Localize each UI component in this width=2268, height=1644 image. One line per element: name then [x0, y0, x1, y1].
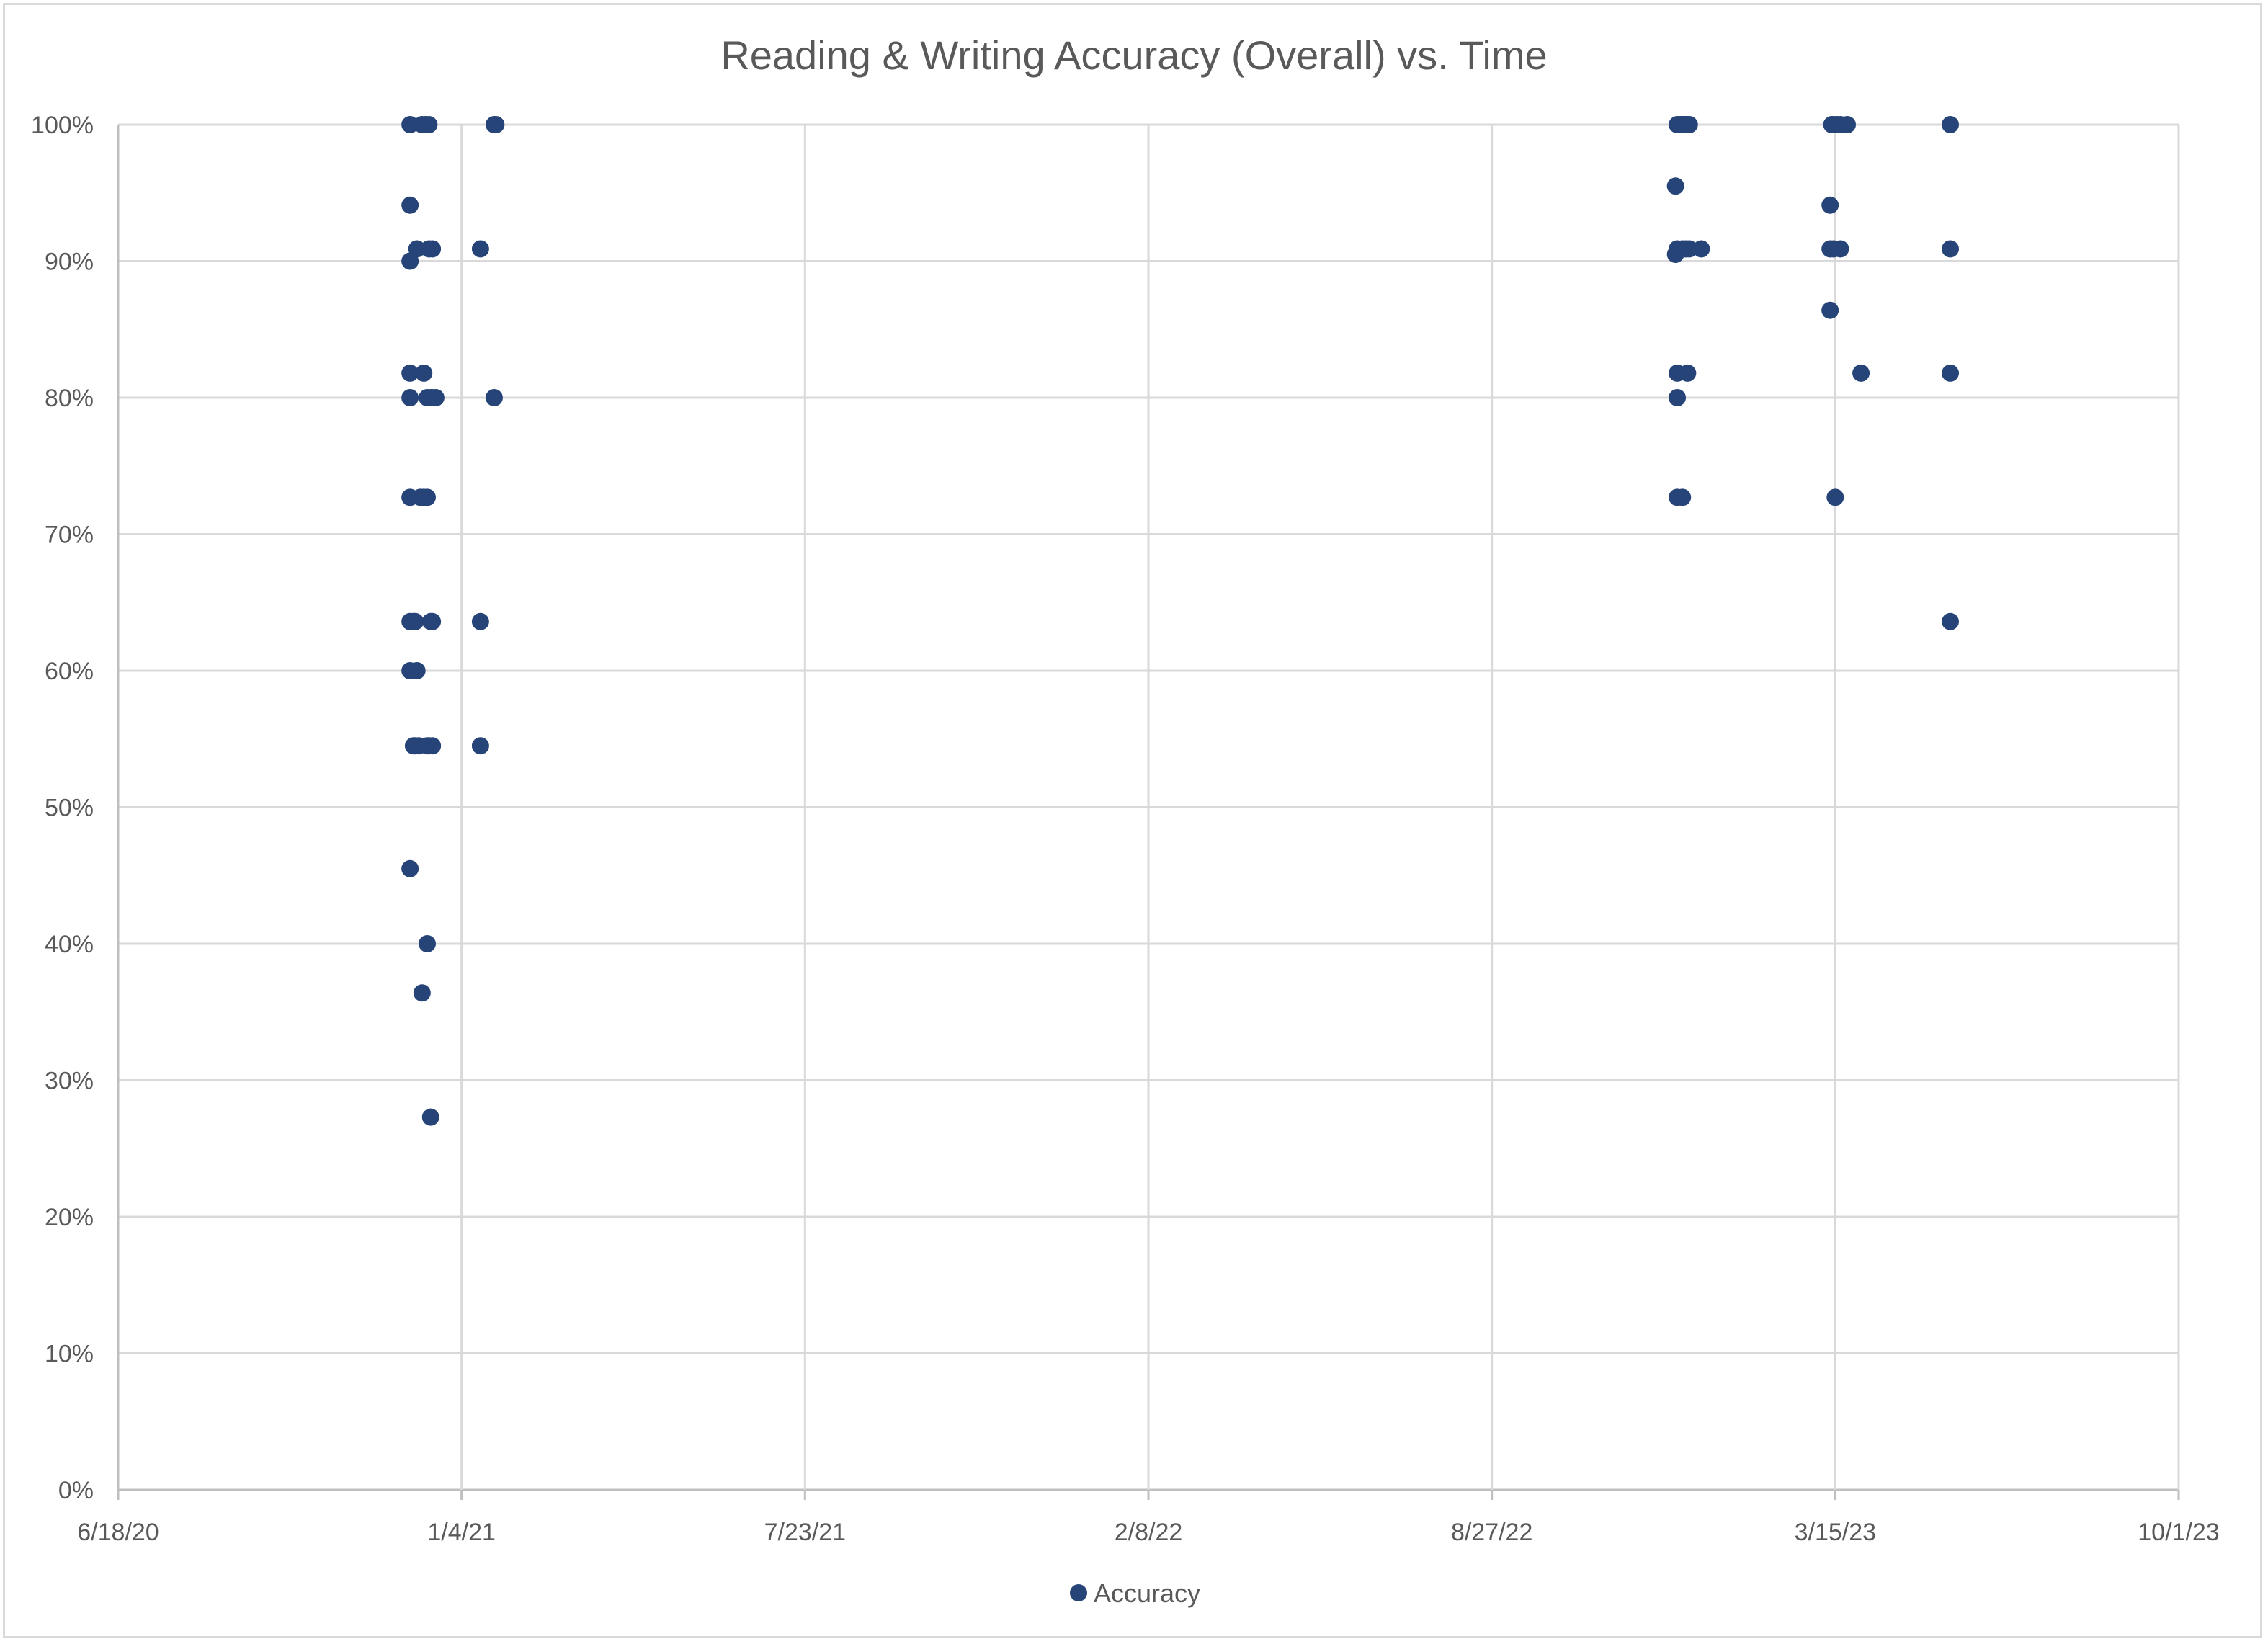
chart-title: Reading & Writing Accuracy (Overall) vs.… [720, 32, 1547, 78]
x-tick-label: 10/1/23 [2138, 1519, 2219, 1546]
x-tick-label: 1/4/21 [427, 1519, 496, 1546]
data-point [401, 116, 419, 133]
data-point [1674, 488, 1692, 506]
y-tick-label: 40% [45, 931, 94, 958]
data-point [401, 859, 419, 877]
data-point [1852, 364, 1870, 382]
x-tick-label: 3/15/23 [1795, 1519, 1876, 1546]
data-point [487, 116, 505, 133]
y-tick-label: 60% [45, 658, 94, 685]
chart-frame [3, 3, 2262, 1638]
y-tick-label: 20% [45, 1204, 94, 1231]
data-point [413, 984, 431, 1002]
data-point [1821, 301, 1839, 319]
data-point [401, 364, 419, 382]
data-point [420, 116, 438, 133]
data-point [415, 364, 433, 382]
data-point [1831, 240, 1849, 258]
y-tick-label: 50% [45, 795, 94, 822]
data-point [424, 737, 442, 755]
data-point [1680, 240, 1698, 258]
y-tick-label: 0% [58, 1477, 94, 1504]
data-point [401, 389, 419, 406]
data-point [471, 737, 489, 755]
data-point [1666, 177, 1684, 195]
data-points [401, 116, 1960, 1126]
data-point [406, 612, 424, 630]
data-point [1942, 612, 1960, 630]
legend: Accuracy [1070, 1578, 1200, 1608]
x-tick-label: 6/18/20 [77, 1519, 159, 1546]
y-tick-label: 90% [45, 249, 94, 276]
data-point [408, 662, 426, 679]
data-point [1692, 240, 1710, 258]
x-axis-ticks: 6/18/20 1/4/21 7/23/21 2/8/22 8/27/22 3/15/23… [77, 1519, 2219, 1546]
data-point [401, 196, 419, 214]
data-point [1821, 196, 1839, 214]
data-point [1942, 116, 1960, 133]
legend-marker [1070, 1584, 1087, 1601]
data-point [1680, 116, 1698, 133]
x-tick-label: 8/27/22 [1451, 1519, 1532, 1546]
data-point [421, 1108, 439, 1126]
data-point [1669, 389, 1687, 406]
y-tick-label: 30% [45, 1068, 94, 1095]
data-point [1942, 240, 1960, 258]
data-point [424, 612, 442, 630]
data-point [485, 389, 503, 406]
data-point [1839, 116, 1857, 133]
legend-label: Accuracy [1094, 1578, 1200, 1608]
data-point [1826, 488, 1844, 506]
data-point [424, 240, 442, 258]
data-point [1679, 364, 1697, 382]
data-point [419, 488, 436, 506]
data-point [408, 240, 426, 258]
x-tick-label: 7/23/21 [764, 1519, 846, 1546]
y-tick-label: 80% [45, 385, 94, 412]
data-point [427, 389, 445, 406]
y-tick-label: 70% [45, 522, 94, 549]
gridlines [117, 123, 2180, 1500]
data-point [419, 935, 436, 952]
y-axis-ticks: 0% 10% 20% 30% 40% 50% 60% 70% 80% 90% 100% [31, 112, 94, 1504]
data-point [1942, 364, 1960, 382]
data-point [471, 240, 489, 258]
x-tick-label: 2/8/22 [1115, 1519, 1183, 1546]
y-tick-label: 10% [45, 1341, 94, 1368]
y-tick-label: 100% [31, 112, 94, 139]
data-point [471, 612, 489, 630]
